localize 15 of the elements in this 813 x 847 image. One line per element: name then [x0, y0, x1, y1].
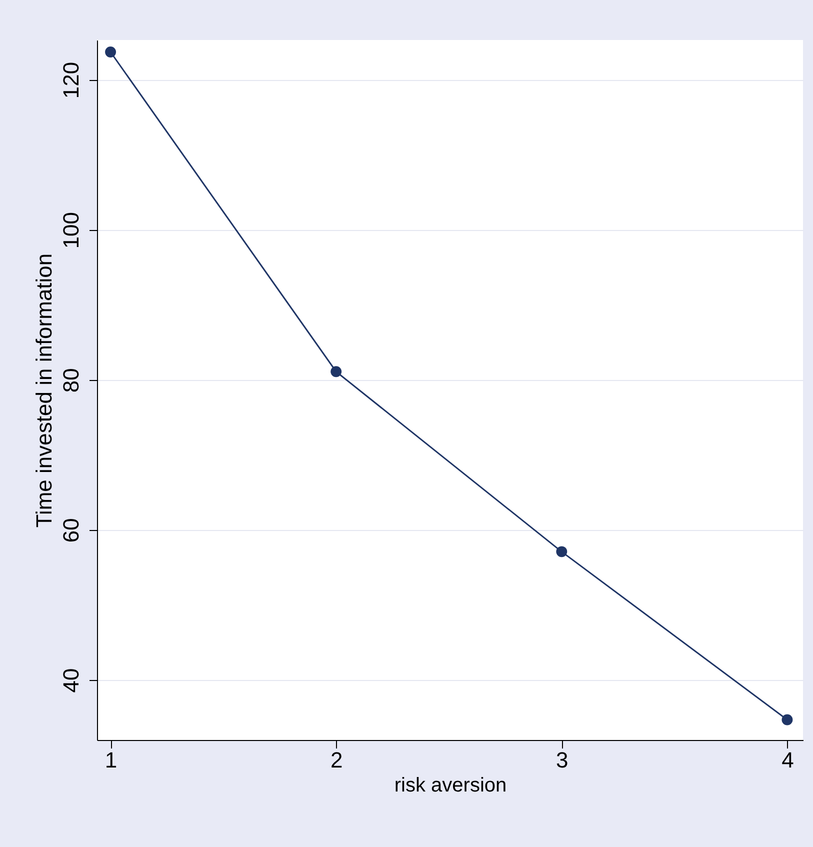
point [782, 714, 793, 726]
x-tick-label: 3 [556, 748, 568, 772]
y-tick-label: 80 [58, 368, 84, 393]
point [105, 46, 116, 58]
y-tick-label: 100 [58, 212, 84, 249]
y-axis-title: Time invested in information [32, 253, 56, 528]
x-axis-title: risk aversion [394, 774, 507, 796]
y-tick-label: 40 [58, 668, 84, 693]
y-tick-label: 120 [58, 62, 84, 99]
point [330, 366, 342, 378]
y-tick-label: 60 [58, 518, 84, 543]
x-tick-label: 1 [104, 748, 118, 772]
point [556, 546, 568, 558]
x-tick-label: 4 [782, 748, 794, 772]
x-tick-label: 2 [330, 748, 343, 772]
